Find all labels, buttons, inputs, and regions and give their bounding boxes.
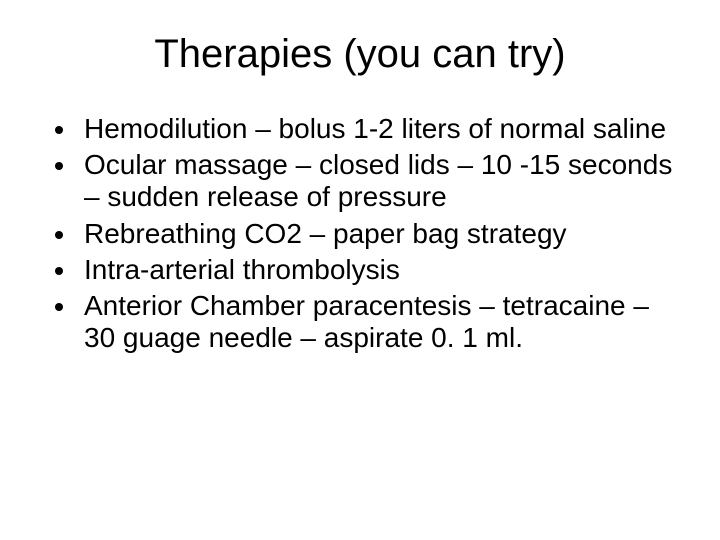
list-item: Ocular massage – closed lids – 10 -15 se… — [78, 149, 680, 213]
bullet-list: Hemodilution – bolus 1-2 liters of norma… — [40, 113, 680, 354]
list-item: Anterior Chamber paracentesis – tetracai… — [78, 290, 680, 354]
list-item: Rebreathing CO2 – paper bag strategy — [78, 218, 680, 250]
slide: Therapies (you can try) Hemodilution – b… — [0, 0, 720, 540]
list-item: Hemodilution – bolus 1-2 liters of norma… — [78, 113, 680, 145]
slide-title: Therapies (you can try) — [40, 32, 680, 77]
list-item: Intra-arterial thrombolysis — [78, 254, 680, 286]
